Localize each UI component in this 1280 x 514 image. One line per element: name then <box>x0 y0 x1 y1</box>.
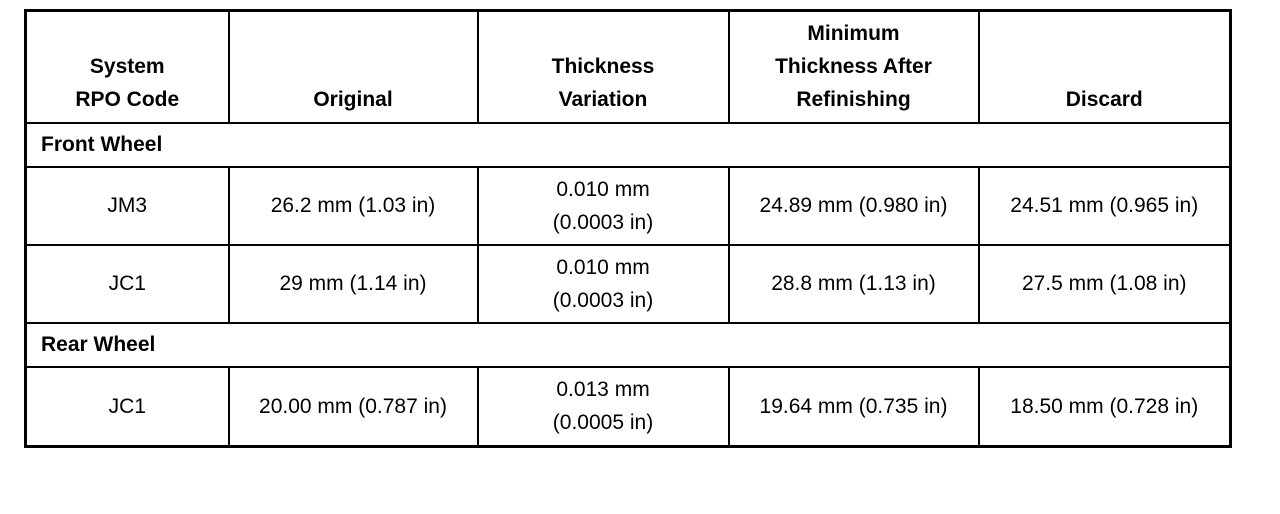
header-minimum-thickness: Minimum Thickness After Refinishing <box>727 9 980 124</box>
table-row: JC1 29 mm (1.14 in) 0.010 mm (0.0003 in)… <box>24 243 1232 324</box>
brake-rotor-spec-table: System RPO Code Original Thickness Varia… <box>24 9 1232 448</box>
cell-original: 26.2 mm (1.03 in) <box>227 165 479 246</box>
cell-system: JM3 <box>24 165 230 246</box>
cell-variation: 0.013 mm (0.0005 in) <box>476 365 730 448</box>
section-title-rear-wheel: Rear Wheel <box>24 321 1232 368</box>
cell-system: JC1 <box>24 243 230 324</box>
section-row-rear-wheel: Rear Wheel <box>24 321 1232 368</box>
header-system-rpo-code: System RPO Code <box>24 9 230 124</box>
cell-discard: 18.50 mm (0.728 in) <box>977 365 1232 448</box>
cell-discard: 24.51 mm (0.965 in) <box>977 165 1232 246</box>
section-row-front-wheel: Front Wheel <box>24 121 1232 168</box>
cell-minimum: 19.64 mm (0.735 in) <box>727 365 980 448</box>
cell-original: 20.00 mm (0.787 in) <box>227 365 479 448</box>
cell-system: JC1 <box>24 365 230 448</box>
header-thickness-variation: Thickness Variation <box>476 9 730 124</box>
table-row: JM3 26.2 mm (1.03 in) 0.010 mm (0.0003 i… <box>24 165 1232 246</box>
cell-variation: 0.010 mm (0.0003 in) <box>476 243 730 324</box>
cell-minimum: 24.89 mm (0.980 in) <box>727 165 980 246</box>
header-original: Original <box>227 9 479 124</box>
header-row: System RPO Code Original Thickness Varia… <box>24 9 1232 124</box>
cell-variation: 0.010 mm (0.0003 in) <box>476 165 730 246</box>
cell-minimum: 28.8 mm (1.13 in) <box>727 243 980 324</box>
table-row: JC1 20.00 mm (0.787 in) 0.013 mm (0.0005… <box>24 365 1232 448</box>
cell-original: 29 mm (1.14 in) <box>227 243 479 324</box>
section-title-front-wheel: Front Wheel <box>24 121 1232 168</box>
cell-discard: 27.5 mm (1.08 in) <box>977 243 1232 324</box>
header-discard: Discard <box>977 9 1232 124</box>
